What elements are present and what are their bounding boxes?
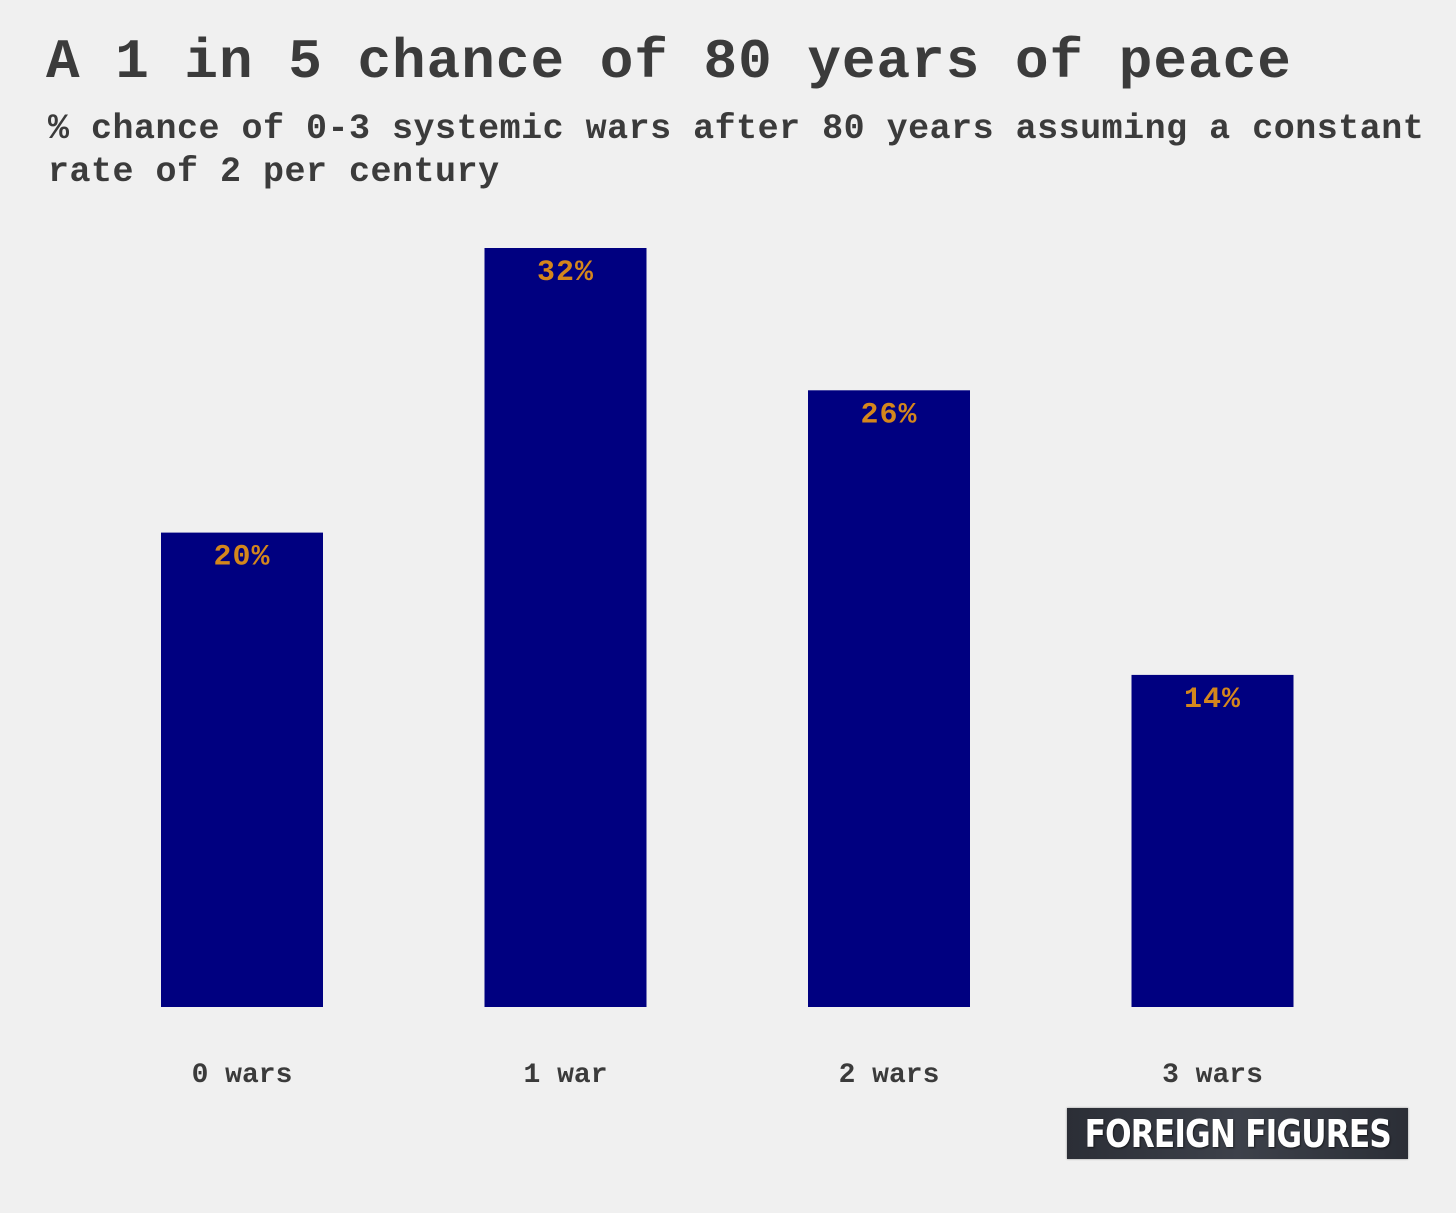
x-tick-label: 2 wars: [839, 1060, 940, 1091]
bar-value-label: 26%: [860, 398, 917, 432]
bar-3: [1131, 674, 1294, 1007]
x-tick-label: 1 war: [523, 1060, 607, 1091]
chart-subtitle: % chance of 0-3 systemic wars after 80 y…: [48, 109, 1425, 192]
bar-2: [808, 390, 970, 1007]
chart-title: A 1 in 5 chance of 80 years of peace: [46, 30, 1292, 94]
x-tick-label: 3 wars: [1162, 1060, 1263, 1091]
logo-text: FOREIGN FIGURES: [1084, 1111, 1391, 1156]
bar-value-label: 14%: [1184, 683, 1241, 717]
x-tick-label: 0 wars: [192, 1060, 293, 1091]
foreign-figures-logo: FOREIGN FIGURES: [1067, 1108, 1408, 1159]
bar-1: [484, 248, 647, 1007]
bar-value-label: 20%: [213, 541, 270, 575]
bar-value-label: 32%: [537, 256, 594, 290]
bar-0: [161, 532, 323, 1007]
